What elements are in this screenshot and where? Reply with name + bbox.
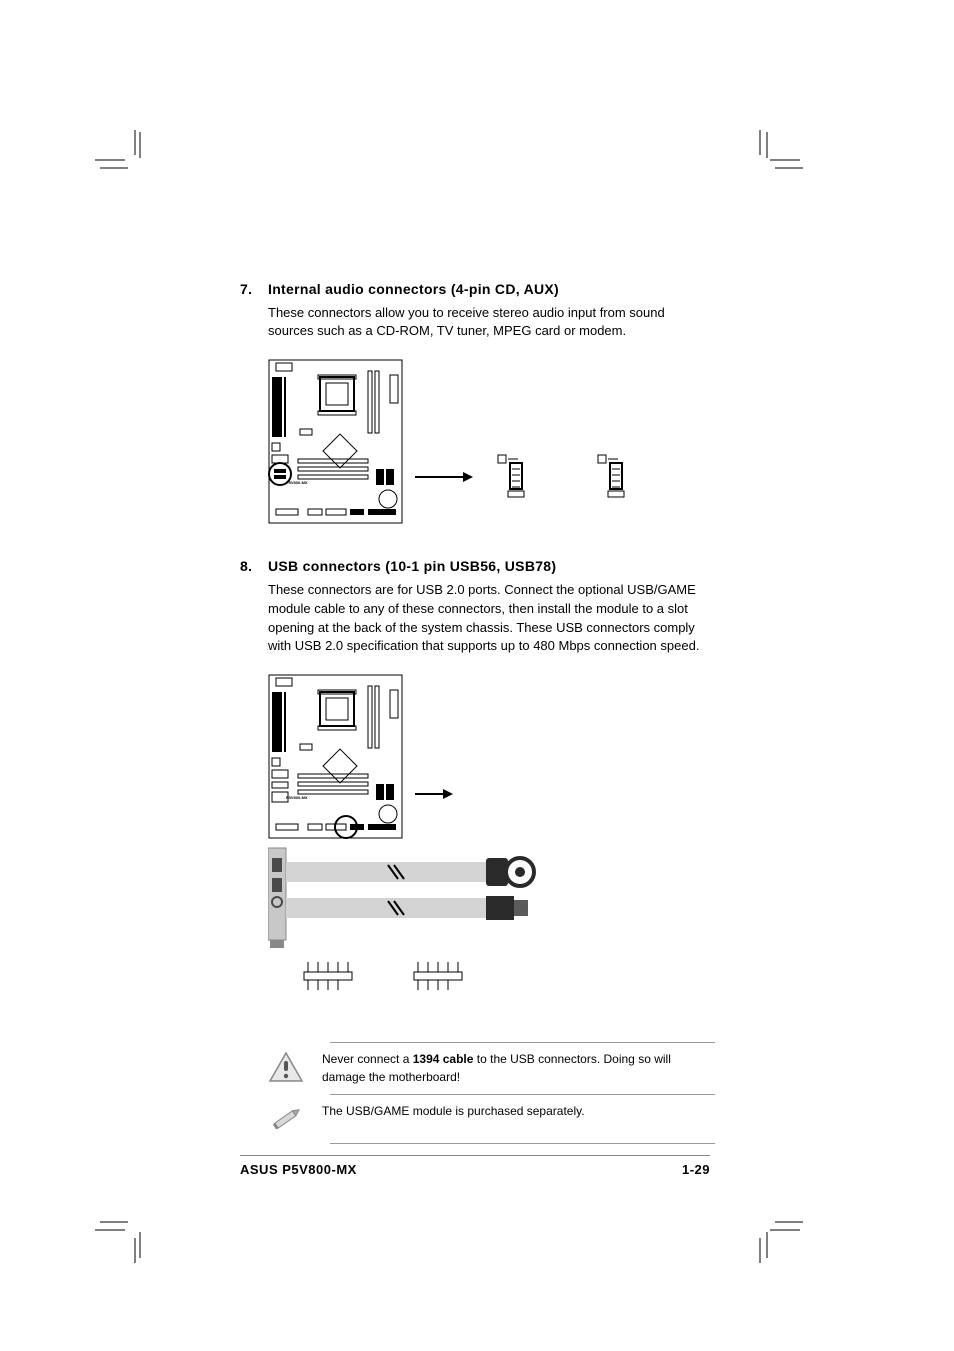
figure-audio-connectors: P5V800-MX [268, 359, 710, 529]
caution-text: Never connect a 1394 cable to the USB co… [322, 1051, 710, 1086]
footer-page-number: 1-29 [682, 1162, 710, 1177]
section-7-heading: 7. Internal audio connectors (4-pin CD, … [240, 280, 710, 300]
figure-usb-connectors: P5V800-MX [268, 674, 710, 1014]
audio-pinout-icon [488, 359, 688, 529]
arrow-icon [415, 359, 475, 529]
page-footer: ASUS P5V800-MX 1-29 [240, 1155, 710, 1177]
section-8-heading: 8. USB connectors (10-1 pin USB56, USB78… [240, 557, 710, 577]
pencil-icon [268, 1103, 304, 1135]
caution-icon [268, 1051, 304, 1083]
divider [330, 1143, 715, 1144]
info-text: The USB/GAME module is purchased separat… [322, 1103, 585, 1120]
caution-text-pre: Never connect a [322, 1052, 413, 1066]
section-7-title: Internal audio connectors (4-pin CD, AUX… [268, 280, 559, 300]
section-8-number: 8. [240, 557, 268, 577]
caution-text-bold: 1394 cable [413, 1052, 474, 1066]
caution-note: Never connect a 1394 cable to the USB co… [268, 1043, 710, 1094]
usb-module-photo [268, 844, 538, 1014]
footer-product: ASUS P5V800-MX [240, 1162, 357, 1177]
section-7-body: These connectors allow you to receive st… [268, 304, 710, 342]
page-content: 7. Internal audio connectors (4-pin CD, … [240, 280, 710, 1144]
info-note: The USB/GAME module is purchased separat… [268, 1095, 710, 1143]
arrow-icon [415, 674, 455, 844]
section-8-title: USB connectors (10-1 pin USB56, USB78) [268, 557, 556, 577]
section-7-number: 7. [240, 280, 268, 300]
motherboard-diagram-icon: P5V800-MX [268, 674, 403, 839]
motherboard-diagram-icon: P5V800-MX [268, 359, 403, 524]
section-8-body: These connectors are for USB 2.0 ports. … [268, 581, 710, 656]
svg-text:P5V800-MX: P5V800-MX [286, 795, 308, 800]
svg-text:P5V800-MX: P5V800-MX [286, 480, 308, 485]
